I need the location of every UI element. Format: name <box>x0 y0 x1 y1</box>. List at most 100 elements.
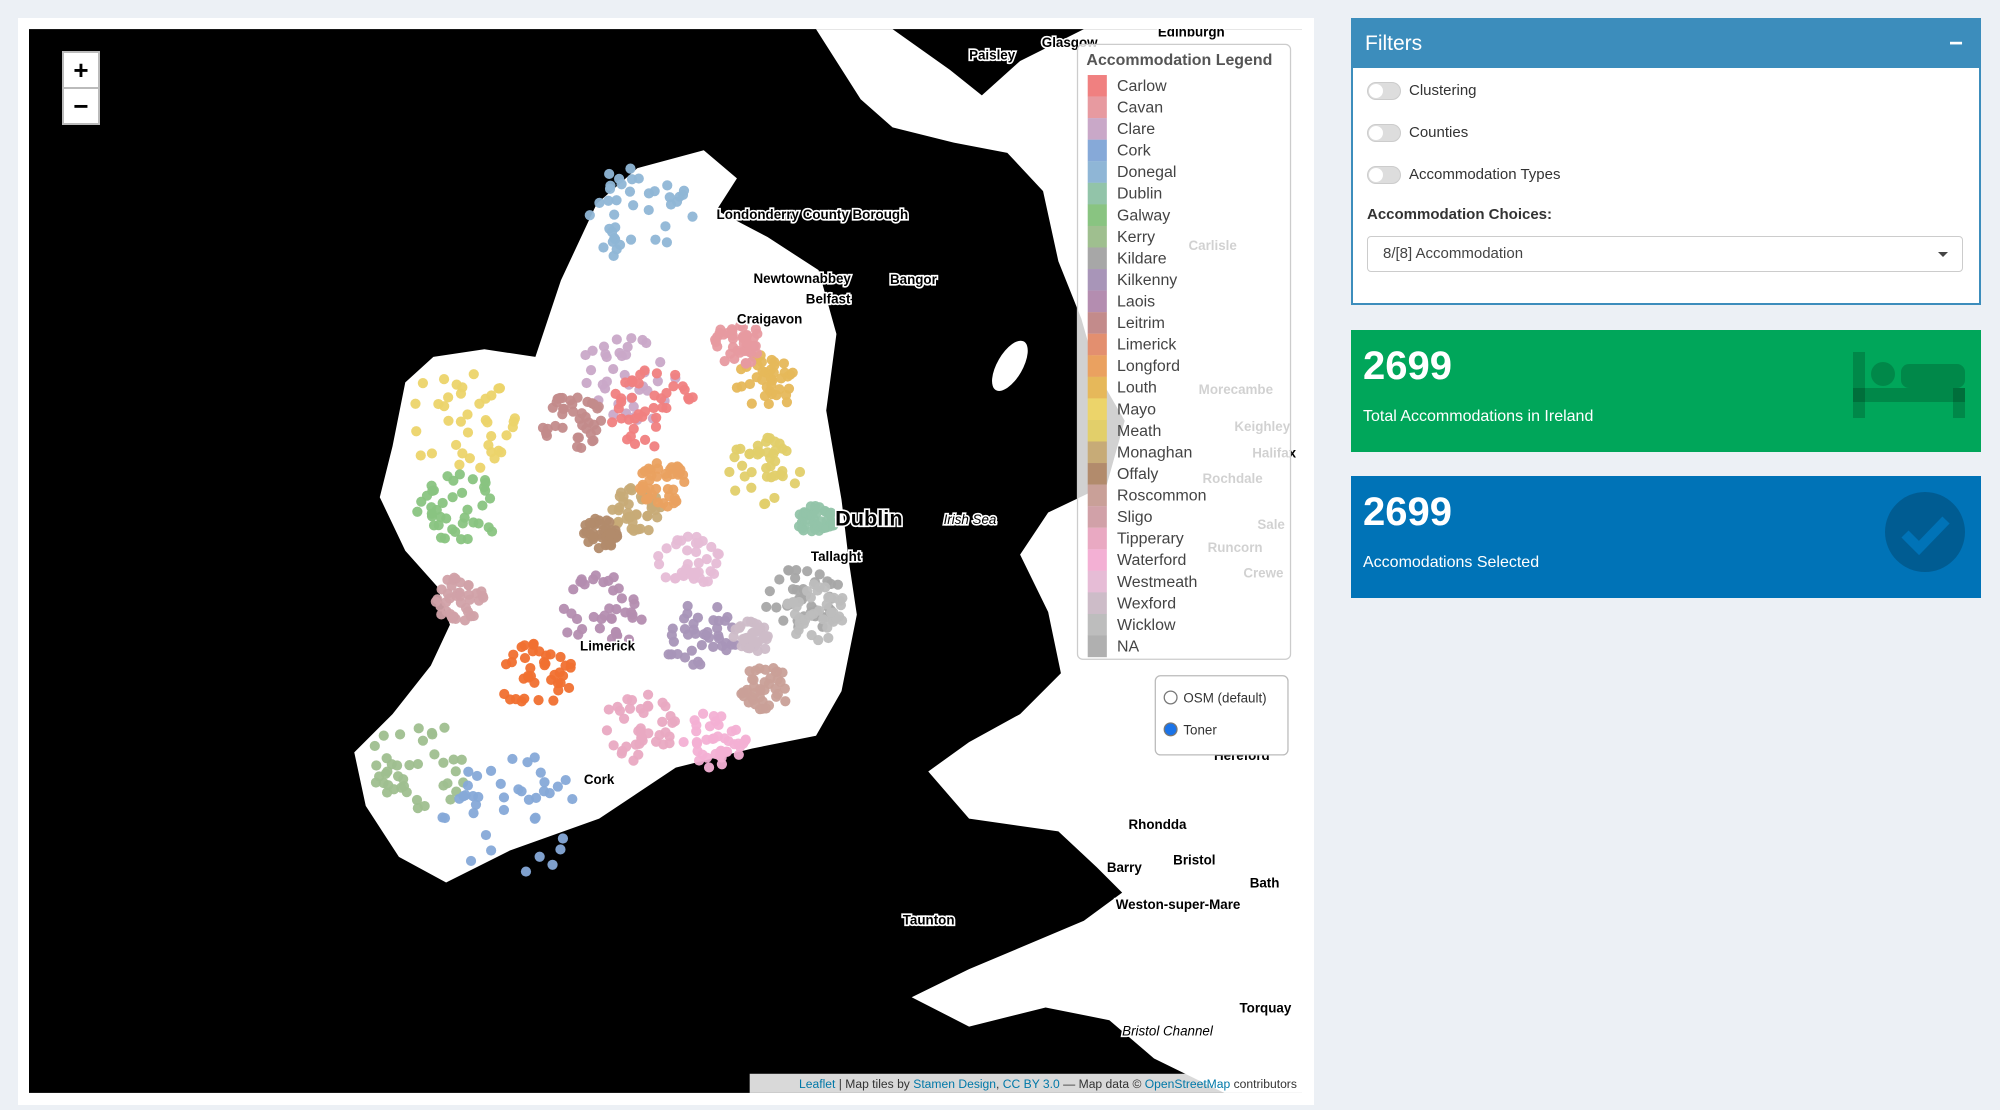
dot <box>626 333 637 344</box>
dot <box>411 426 422 437</box>
dot <box>611 195 622 206</box>
collapse-button[interactable]: − <box>1948 30 1963 57</box>
dot <box>557 422 568 433</box>
legend-label: Louth <box>1117 380 1157 397</box>
dot <box>643 525 654 536</box>
dot <box>462 409 473 420</box>
dot <box>724 466 735 478</box>
dot <box>516 786 527 797</box>
dot <box>735 443 746 455</box>
toggle[interactable]: Clustering <box>1367 82 1477 101</box>
dot <box>719 615 731 626</box>
legend-swatch <box>1087 118 1107 140</box>
dot <box>703 762 715 773</box>
dot <box>683 392 694 404</box>
check-icon <box>1885 492 1965 572</box>
dot <box>692 656 704 667</box>
dot <box>480 829 492 841</box>
legend-label: Dublin <box>1117 186 1162 203</box>
legend-swatch <box>1087 506 1107 528</box>
dot <box>754 447 765 458</box>
dot <box>730 724 742 735</box>
dot <box>462 504 473 515</box>
dot <box>630 739 641 750</box>
dot <box>628 401 639 412</box>
place-label: Tallaght <box>811 549 862 564</box>
layer-radio[interactable] <box>1163 690 1178 705</box>
dot <box>480 485 491 496</box>
place-label: Paisley <box>969 48 1016 63</box>
dot <box>754 704 766 715</box>
dot <box>541 430 552 441</box>
attribution-link[interactable]: OpenStreetMap <box>1145 1077 1231 1091</box>
dot <box>450 766 461 777</box>
dot <box>609 209 620 220</box>
dot <box>432 594 443 605</box>
dot <box>682 608 693 619</box>
dot <box>608 363 619 375</box>
dot <box>443 415 454 426</box>
zoom-out[interactable]: − <box>62 87 100 125</box>
dot <box>628 200 639 211</box>
dot <box>761 601 772 613</box>
dot <box>637 468 648 479</box>
dot <box>439 812 451 824</box>
attribution-link[interactable]: CC BY 3.0 <box>1003 1077 1060 1091</box>
dot <box>757 366 768 377</box>
dot <box>428 520 440 531</box>
dot <box>439 722 450 733</box>
dot <box>412 803 423 814</box>
layer-radio[interactable] <box>1163 722 1178 737</box>
toggle[interactable]: Accommodation Types <box>1367 166 1560 185</box>
dot <box>643 204 654 216</box>
dot <box>620 349 632 360</box>
dot <box>484 493 496 504</box>
dot <box>623 634 635 645</box>
dot <box>633 378 644 389</box>
dot <box>470 799 482 810</box>
dot <box>730 485 741 496</box>
dot <box>798 525 809 536</box>
dot <box>374 771 385 782</box>
place-label: Londonderry County Borough <box>717 207 909 222</box>
bed-icon <box>1853 352 1965 418</box>
layer-label: Toner <box>1183 722 1217 737</box>
legend-swatch <box>1087 290 1107 313</box>
dot <box>548 695 559 706</box>
dot <box>625 431 636 442</box>
attribution-link[interactable]: Stamen Design <box>913 1077 996 1091</box>
dot <box>622 341 633 353</box>
dot <box>486 431 497 442</box>
dot <box>806 629 817 641</box>
choices-select[interactable]: 8/[8] Accommodation <box>1367 236 1963 272</box>
filters-header: Filters − <box>1353 20 1979 68</box>
zoom-in[interactable]: + <box>62 51 100 89</box>
legend-swatch <box>1087 398 1107 421</box>
dot <box>445 609 456 620</box>
legend-label: Waterford <box>1117 552 1186 569</box>
dot <box>759 390 771 402</box>
toggle[interactable]: Counties <box>1367 124 1468 143</box>
value-box: 2699 Accomodations Selected <box>1351 476 1981 598</box>
dot <box>624 703 636 714</box>
choices-label: Accommodation Choices: <box>1367 206 1553 223</box>
dot <box>708 733 719 744</box>
dot <box>719 733 730 744</box>
dot <box>519 640 530 651</box>
dot <box>718 329 729 340</box>
dot <box>457 448 468 459</box>
dot <box>626 392 638 403</box>
dot <box>766 379 777 390</box>
dot <box>555 844 566 855</box>
attribution-link[interactable]: Leaflet <box>799 1077 836 1091</box>
dot <box>719 356 730 367</box>
dot <box>468 610 479 622</box>
dot <box>655 393 667 404</box>
dot <box>657 697 668 708</box>
dot <box>448 475 459 486</box>
dot <box>565 658 576 670</box>
dot <box>652 497 663 508</box>
dot <box>642 689 654 700</box>
